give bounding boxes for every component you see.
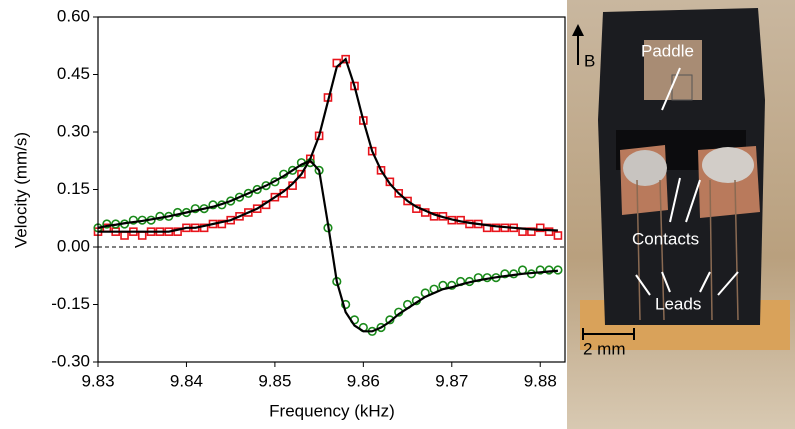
data-point xyxy=(376,322,386,333)
y-tick-label: -0.15 xyxy=(51,294,90,313)
plot: Frequency (kHz) Velocity (mm/s) -0.30 -0.… xyxy=(11,6,566,420)
solder-left xyxy=(623,150,667,186)
data-point xyxy=(128,215,138,225)
field-arrowhead xyxy=(572,24,584,36)
data-point xyxy=(137,231,147,240)
data-point xyxy=(102,219,112,229)
data-point xyxy=(297,169,306,179)
photo: B Paddle Contacts Leads 2 mm xyxy=(567,0,795,429)
data-point xyxy=(261,181,271,191)
data-point xyxy=(544,227,554,236)
field-label: B xyxy=(584,51,595,70)
x-tick-label: 9.83 xyxy=(81,371,114,390)
data-point xyxy=(544,265,554,275)
plot-frame xyxy=(97,16,566,363)
annotation-arrows xyxy=(635,67,739,296)
x-tick-label: 9.87 xyxy=(435,371,468,390)
data-point xyxy=(535,223,545,233)
data-point xyxy=(226,196,236,206)
data-point xyxy=(244,208,253,217)
y-tick-label: 0.60 xyxy=(57,6,90,25)
fit-line xyxy=(98,57,558,233)
lead-wire xyxy=(709,179,713,321)
x-axis-label: Frequency (kHz) xyxy=(269,401,395,420)
x-tick-label: 9.85 xyxy=(258,371,291,390)
arrow xyxy=(661,271,671,293)
arrow xyxy=(699,271,711,293)
data-point xyxy=(491,223,501,233)
data-point xyxy=(243,188,253,198)
y-tick-label: 0.15 xyxy=(57,179,90,198)
arrow xyxy=(635,274,651,296)
x-tick-label: 9.84 xyxy=(170,371,203,390)
data-point xyxy=(403,196,412,206)
y-tick-label: 0.30 xyxy=(57,121,90,140)
paddle-label: Paddle xyxy=(641,41,694,60)
lead-wire xyxy=(636,179,641,321)
data-point xyxy=(527,227,536,236)
data-point xyxy=(217,219,227,229)
leads-label: Leads xyxy=(655,294,701,313)
lead-wire xyxy=(659,179,665,321)
y-tick-label: -0.30 xyxy=(51,351,90,370)
fit-line xyxy=(97,159,559,333)
data-point xyxy=(535,265,545,275)
data-point xyxy=(500,269,510,279)
data-point xyxy=(252,184,262,195)
data-point xyxy=(199,223,209,233)
scale-bar-label: 2 mm xyxy=(583,339,626,358)
y-axis-label: Velocity (mm/s) xyxy=(11,132,30,248)
x-tick-label: 9.88 xyxy=(524,371,557,390)
arrow xyxy=(685,179,701,223)
data-point xyxy=(120,231,129,240)
data-point xyxy=(173,227,182,236)
y-tick-label: 0.45 xyxy=(57,64,90,83)
solder-right xyxy=(702,147,754,183)
data-point xyxy=(234,192,245,202)
data-point xyxy=(553,231,563,240)
y-tick-label: 0.00 xyxy=(57,236,90,255)
data-point xyxy=(394,189,404,198)
data-point xyxy=(287,165,298,175)
lead-wire xyxy=(734,179,739,321)
data-point xyxy=(252,204,262,213)
data-point xyxy=(235,212,244,221)
x-tick-label: 9.86 xyxy=(347,371,380,390)
arrow xyxy=(669,177,681,223)
arrow xyxy=(661,67,681,111)
data-point xyxy=(376,166,386,175)
contacts-label: Contacts xyxy=(632,229,699,248)
lead-wires xyxy=(636,179,739,321)
data-point xyxy=(270,192,280,202)
arrow xyxy=(717,271,739,296)
